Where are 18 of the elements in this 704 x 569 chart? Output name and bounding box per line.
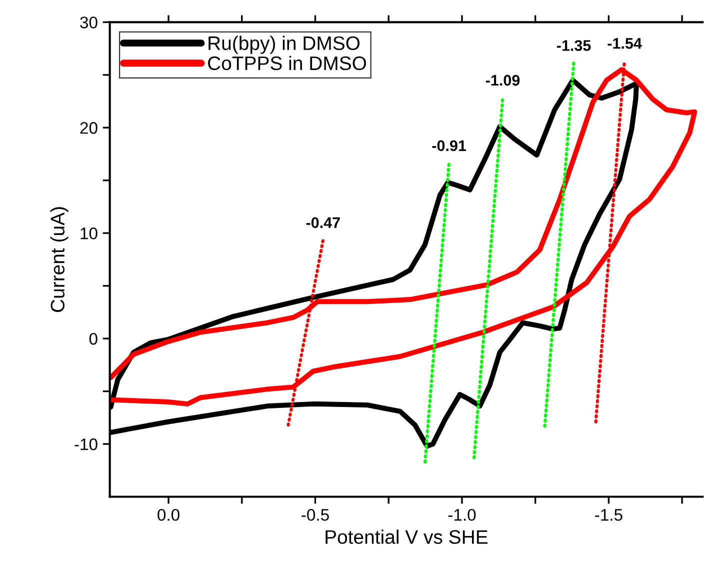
annotation: -0.91 (432, 140, 466, 152)
annotation: -1.54 (608, 38, 642, 49)
y-tick-label: 20 (80, 122, 98, 134)
y-tick-label: 30 (80, 16, 98, 28)
y-tick-label: -10 (74, 438, 98, 450)
x-tick-label: -1.5 (595, 509, 622, 521)
x-tick-label: 0.0 (158, 508, 180, 521)
annotation: -1.35 (556, 40, 591, 51)
x-tick-label: -0.5 (302, 508, 329, 521)
annotation: -0.47 (306, 217, 340, 228)
y-tick-label: 10 (80, 228, 98, 240)
y-axis-title: Current (uA) (50, 207, 68, 312)
annotation: -1.09 (486, 74, 520, 86)
legend-label: Ru(bpy) in DMSO (208, 36, 360, 54)
y-tick-label: 0 (89, 332, 98, 345)
x-tick-label: -1.0 (448, 508, 476, 521)
x-axis-title: Potential V vs SHE (326, 530, 488, 544)
legend-label: CoTPPS in DMSO (208, 56, 366, 70)
